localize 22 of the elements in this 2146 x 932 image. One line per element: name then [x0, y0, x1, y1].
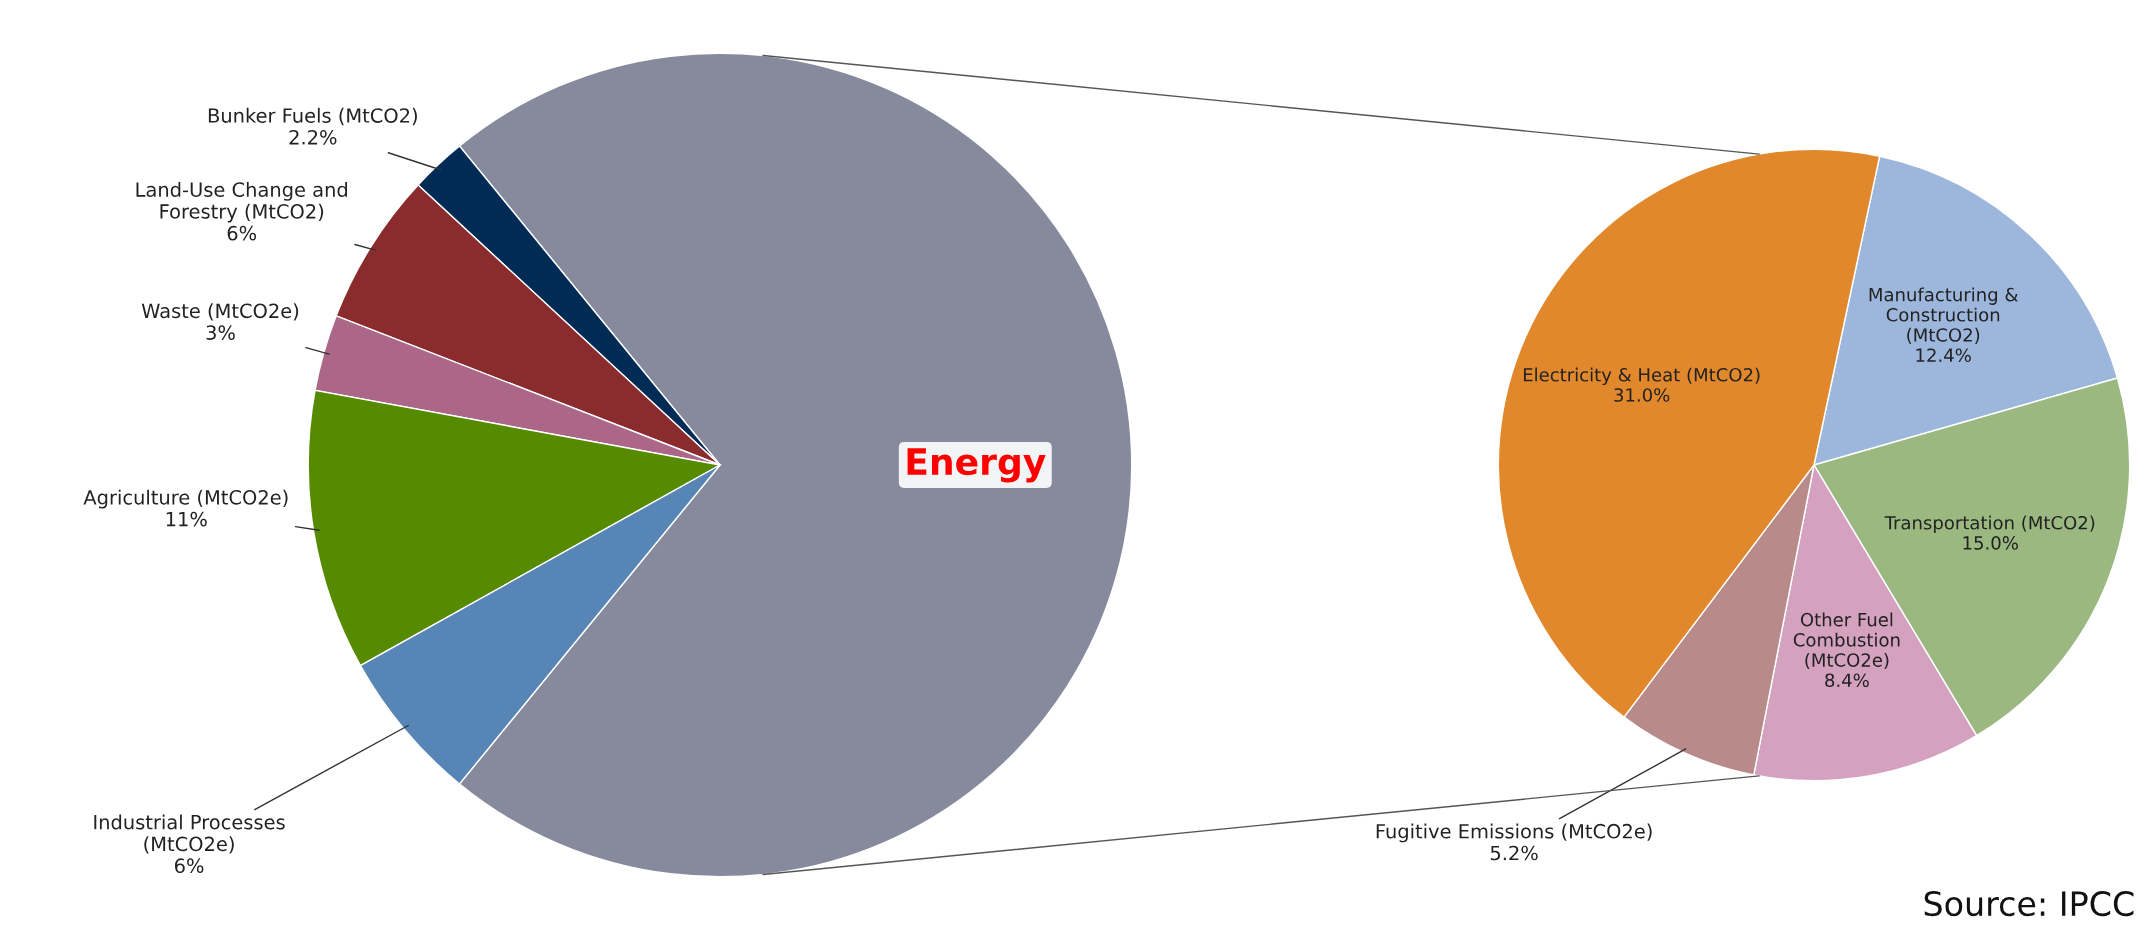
slice-label: Energy [907, 448, 1046, 483]
data-label: 5.2% [1490, 845, 1538, 861]
data-label: 11% [166, 511, 207, 527]
slice-label: Electricity & Heat (MtCO2) [1523, 367, 1760, 386]
data-label: 8.4% [1825, 673, 1869, 688]
data-label: 31.0% [1614, 388, 1670, 402]
slice-label: Waste (MtCO2e) [141, 303, 299, 321]
data-label: 15.0% [1963, 536, 2018, 550]
data-label: 3% [206, 325, 235, 340]
data-label: 6% [227, 225, 257, 241]
data-label: 12.4% [1916, 348, 1971, 363]
slice-label: Other Fuel Combustion (MtCO2e) [1793, 612, 1900, 670]
source-note: Source: IPCC [1924, 891, 2134, 917]
data-label: 6% [174, 858, 204, 874]
slice-label: Land-Use Change and Forestry (MtCO2) [136, 181, 347, 223]
slice-label: Transportation (MtCO2) [1884, 515, 2095, 534]
slice-label: Fugitive Emissions (MtCO2e) [1376, 823, 1652, 843]
slice-label: Bunker Fuels (MtCO2) [208, 107, 417, 126]
slice-label: Manufacturing & Construction (MtCO2) [1869, 287, 2018, 344]
data-label: 2.2% [289, 129, 337, 145]
slice-label: Industrial Processes (MtCO2e) [94, 814, 285, 854]
slice-label: Agriculture (MtCO2e) [83, 489, 288, 509]
